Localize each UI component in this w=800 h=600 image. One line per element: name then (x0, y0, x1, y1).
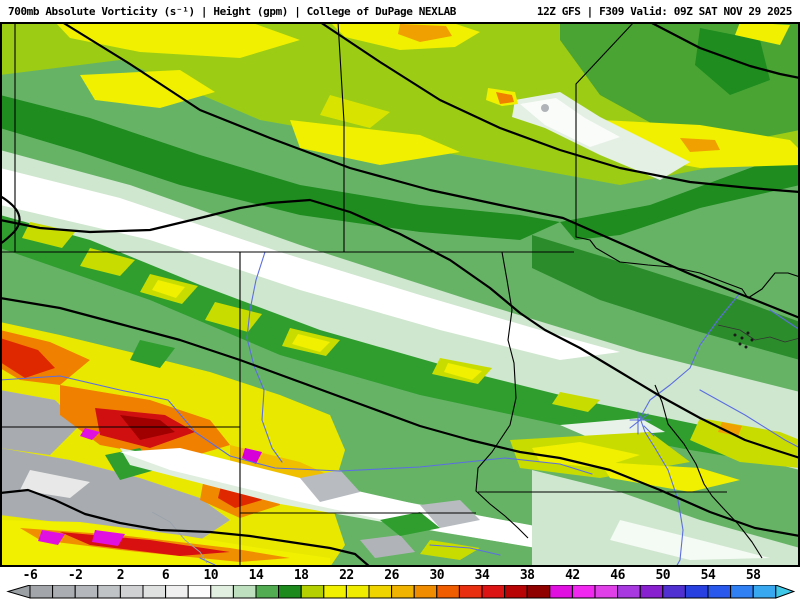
vorticity-map-canvas (0, 22, 800, 567)
colorbar-cell (684, 585, 709, 599)
colorbar-tick: 42 (565, 568, 580, 583)
colorbar-cell (368, 585, 393, 599)
colorbar-cell (74, 585, 99, 599)
colorbar-cell (639, 585, 664, 599)
colorbar-cell (255, 585, 280, 599)
colorbar-cell (300, 585, 325, 599)
colorbar-cell (52, 585, 76, 599)
colorbar-cell (594, 585, 619, 599)
colorbar-tick: 34 (474, 568, 490, 583)
colorbar-tick: 46 (610, 568, 625, 583)
colorbar-tick: 38 (519, 568, 535, 583)
colorbar-cell (210, 585, 234, 599)
colorbar-cell (323, 585, 347, 599)
colorbar-arrow-left (6, 585, 31, 599)
colorbar-cell (413, 585, 438, 599)
map-frame (0, 22, 800, 567)
colorbar-tick: -6 (22, 568, 38, 583)
colorbar-cell (142, 585, 167, 599)
title-bar: 700mb Absolute Vorticity (s⁻¹) | Height … (0, 0, 800, 22)
colorbar-tick: 6 (161, 568, 170, 583)
colorbar-cell (345, 585, 370, 599)
state-borders (0, 22, 800, 567)
colorbar-cell (119, 585, 144, 599)
colorbar-cell (458, 585, 483, 599)
colorbar-tick: 22 (339, 568, 354, 583)
colorbar-legend: -6 -2 2 6 10 14 18 22 26 30 34 38 42 46 50 54 58 (0, 567, 800, 600)
colorbar-cell (436, 585, 460, 599)
colorbar-cell (504, 585, 528, 599)
height-contours (0, 22, 800, 567)
colorbar-scale (6, 585, 796, 599)
colorbar-tick: 18 (293, 568, 309, 583)
colorbar-cell (571, 585, 596, 599)
colorbar-cell (617, 585, 641, 599)
river-line-light (151, 511, 208, 564)
colorbar-cell (165, 585, 189, 599)
colorbar-tick: 50 (655, 568, 671, 583)
colorbar-cell (481, 585, 506, 599)
colorbar-cell (187, 585, 212, 599)
colorbar-cell (662, 585, 686, 599)
colorbar-cell (549, 585, 573, 599)
colorbar-arrow-right (775, 585, 796, 599)
colorbar-tick: 10 (203, 568, 219, 583)
colorbar-cell (29, 585, 54, 599)
page-title: 700mb Absolute Vorticity (s⁻¹) | Height … (8, 4, 457, 18)
colorbar-cell (752, 585, 777, 599)
colorbar-tick: 58 (745, 568, 761, 583)
colorbar-cell (232, 585, 257, 599)
colorbar-tick: 2 (116, 568, 125, 583)
vorticity-filled-contours (0, 22, 800, 567)
colorbar-cell (278, 585, 302, 599)
colorbar-tick: 30 (429, 568, 445, 583)
colorbar-cell (707, 585, 732, 599)
colorbar-tick: 26 (384, 568, 399, 583)
colorbar-cell (730, 585, 754, 599)
colorbar-tick: 14 (248, 568, 264, 583)
colorbar-tick: 54 (700, 568, 716, 583)
forecast-map (0, 22, 800, 567)
colorbar-tick-labels: -6 -2 2 6 10 14 18 22 26 30 34 38 42 46 50 54 58 (0, 568, 800, 583)
colorbar-tick: -2 (67, 568, 83, 583)
colorbar-cell (391, 585, 415, 599)
model-run-valid-label: 12Z GFS | F309 Valid: 09Z SAT NOV 29 202… (536, 4, 793, 18)
colorbar-cell (97, 585, 121, 599)
colorbar-cell (526, 585, 551, 599)
lakes-cluster (733, 331, 754, 349)
